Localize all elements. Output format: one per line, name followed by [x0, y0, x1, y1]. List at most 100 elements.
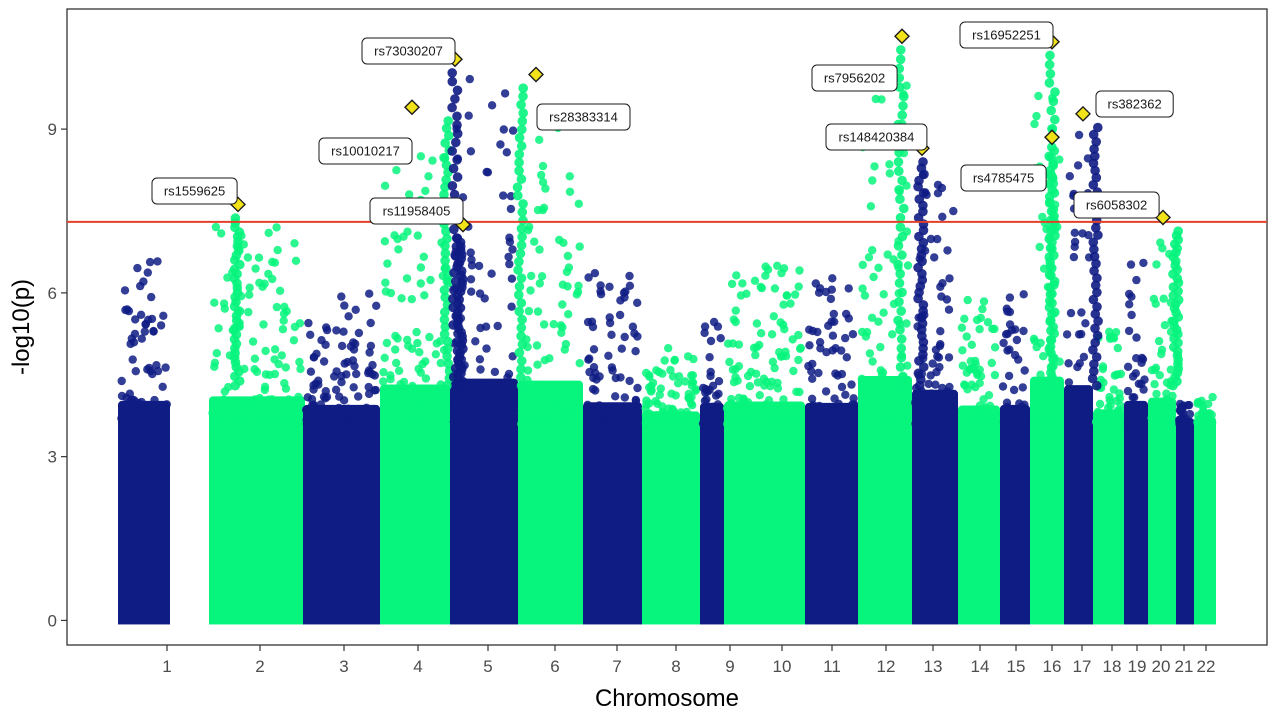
- snp-point: [517, 232, 527, 242]
- snp-point: [761, 271, 770, 280]
- snp-point: [879, 290, 888, 299]
- snp-point: [507, 302, 516, 311]
- snp-point: [516, 240, 527, 250]
- snp-point: [883, 250, 892, 259]
- snp-point: [611, 392, 620, 401]
- snp-point: [1006, 419, 1015, 428]
- snp-point: [810, 419, 819, 428]
- snp-point: [983, 318, 993, 327]
- snp-point: [143, 418, 152, 427]
- snp-point: [918, 157, 928, 167]
- snp-point: [571, 410, 580, 419]
- chromosome-22-dense-band: [1194, 420, 1216, 625]
- snp-point: [658, 402, 667, 411]
- snp-point: [212, 349, 221, 358]
- snp-point: [242, 419, 251, 428]
- peak-column-rs148420384: [913, 157, 929, 391]
- snp-point: [527, 271, 536, 281]
- snp-point: [250, 365, 259, 374]
- snp-point: [441, 175, 451, 185]
- snp-point: [870, 162, 879, 171]
- snp-point: [876, 366, 885, 375]
- snp-point: [332, 326, 341, 335]
- snp-point: [632, 401, 641, 411]
- snp-point: [894, 297, 904, 307]
- snp-point: [260, 279, 269, 288]
- snp-point: [514, 347, 525, 358]
- snp-point: [559, 238, 568, 247]
- snp-point: [831, 344, 840, 353]
- snp-point: [595, 401, 604, 410]
- snp-point: [807, 367, 816, 376]
- peak-column-rs11958405: [452, 233, 468, 391]
- snp-label: rs73030207: [374, 44, 443, 59]
- chromosome-17-points: [1062, 130, 1094, 625]
- snp-point: [471, 337, 480, 346]
- snp-point: [893, 241, 904, 251]
- snp-point: [440, 292, 451, 303]
- snp-point: [479, 384, 489, 393]
- snp-point: [620, 332, 629, 342]
- x-tick-label: 21: [1175, 657, 1194, 676]
- snp-point: [805, 341, 814, 350]
- snp-point: [755, 391, 764, 400]
- snp-point: [1088, 158, 1099, 169]
- snp-point: [131, 367, 140, 376]
- snp-point: [416, 263, 426, 272]
- snp-point: [550, 390, 559, 399]
- snp-point: [512, 182, 523, 193]
- snp-point: [978, 304, 987, 314]
- y-tick-label: 9: [48, 120, 57, 139]
- snp-point: [660, 356, 669, 365]
- snp-point: [147, 292, 156, 302]
- chromosome-6-band-top: [518, 380, 583, 389]
- snp-point: [537, 170, 546, 180]
- snp-point: [352, 369, 361, 379]
- snp-point: [1003, 402, 1012, 412]
- chromosome-14-points: [957, 295, 1001, 625]
- snp-point: [795, 387, 804, 397]
- snp-point: [383, 418, 392, 428]
- snp-point: [307, 419, 316, 429]
- snp-point: [301, 405, 311, 415]
- snp-point: [1088, 237, 1099, 247]
- snp-point: [1123, 386, 1133, 396]
- snp-point: [897, 175, 907, 186]
- snp-point: [514, 281, 525, 292]
- chromosome-9-dense-band: [700, 406, 724, 625]
- snp-point: [675, 415, 684, 424]
- snp-point: [943, 246, 952, 255]
- chromosome-7-dense-band: [583, 406, 642, 625]
- snp-point: [468, 419, 478, 429]
- snp-point: [500, 89, 510, 98]
- snp-point: [452, 172, 463, 182]
- snp-point: [1162, 389, 1171, 398]
- snp-point: [556, 382, 565, 391]
- snp-point: [130, 396, 139, 405]
- snp-point: [1039, 352, 1048, 361]
- snp-point: [815, 401, 824, 411]
- snp-point: [858, 327, 867, 337]
- snp-label: rs7956202: [824, 71, 885, 86]
- snp-point: [508, 245, 517, 254]
- snp-point: [564, 310, 573, 319]
- snp-point: [1003, 346, 1012, 355]
- snp-point: [987, 358, 996, 368]
- snp-point: [1090, 280, 1101, 291]
- snp-point: [1137, 358, 1146, 367]
- snp-point: [976, 372, 986, 381]
- snp-point: [143, 268, 152, 277]
- snp-point: [275, 286, 285, 295]
- snp-point: [440, 241, 450, 251]
- highlight-snp-rs10010217: [404, 99, 420, 116]
- snp-point: [1089, 266, 1099, 276]
- snp-point: [897, 110, 907, 120]
- snp-point: [656, 384, 665, 393]
- snp-point: [1152, 389, 1161, 399]
- snp-point: [807, 410, 816, 420]
- snp-point: [633, 332, 642, 341]
- snp-point: [605, 313, 614, 322]
- snp-point: [1208, 392, 1217, 402]
- snp-point: [1009, 385, 1019, 395]
